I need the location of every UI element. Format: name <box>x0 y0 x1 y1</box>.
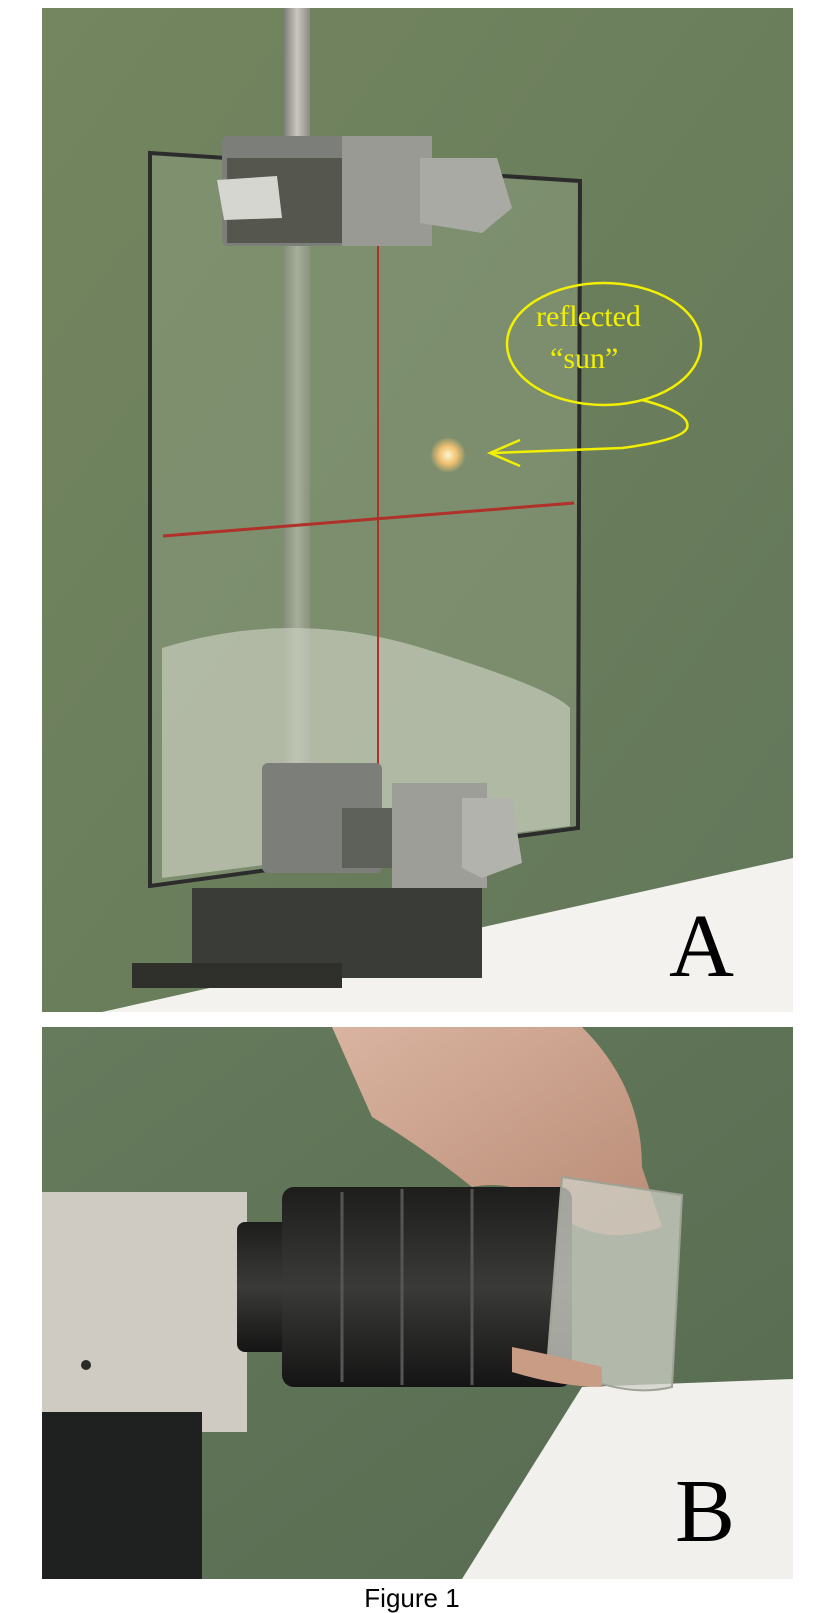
callout-annotation <box>486 281 703 468</box>
panel-a-label: A <box>669 897 734 996</box>
camera-body <box>42 1192 247 1579</box>
camera-lens-photo <box>42 1027 793 1579</box>
bottom-clamp <box>132 763 522 988</box>
callout-text-line2: “sun” <box>550 342 619 375</box>
mirror-stand-photo <box>42 8 793 1012</box>
reflected-sun-spot <box>430 437 466 473</box>
callout-text-line1: reflected <box>536 300 641 333</box>
fingers <box>512 1347 602 1387</box>
top-clamp <box>217 136 512 246</box>
photo-panel-a: A <box>42 8 793 1012</box>
camera-lens <box>237 1187 572 1387</box>
glass-prism <box>545 1175 684 1392</box>
crosshair-horizontal <box>162 501 575 538</box>
photo-panel-b: B <box>42 1027 793 1579</box>
table-surface <box>462 1379 793 1579</box>
panel-b-label: B <box>675 1462 736 1561</box>
figure-caption: Figure 1 <box>364 1583 460 1613</box>
